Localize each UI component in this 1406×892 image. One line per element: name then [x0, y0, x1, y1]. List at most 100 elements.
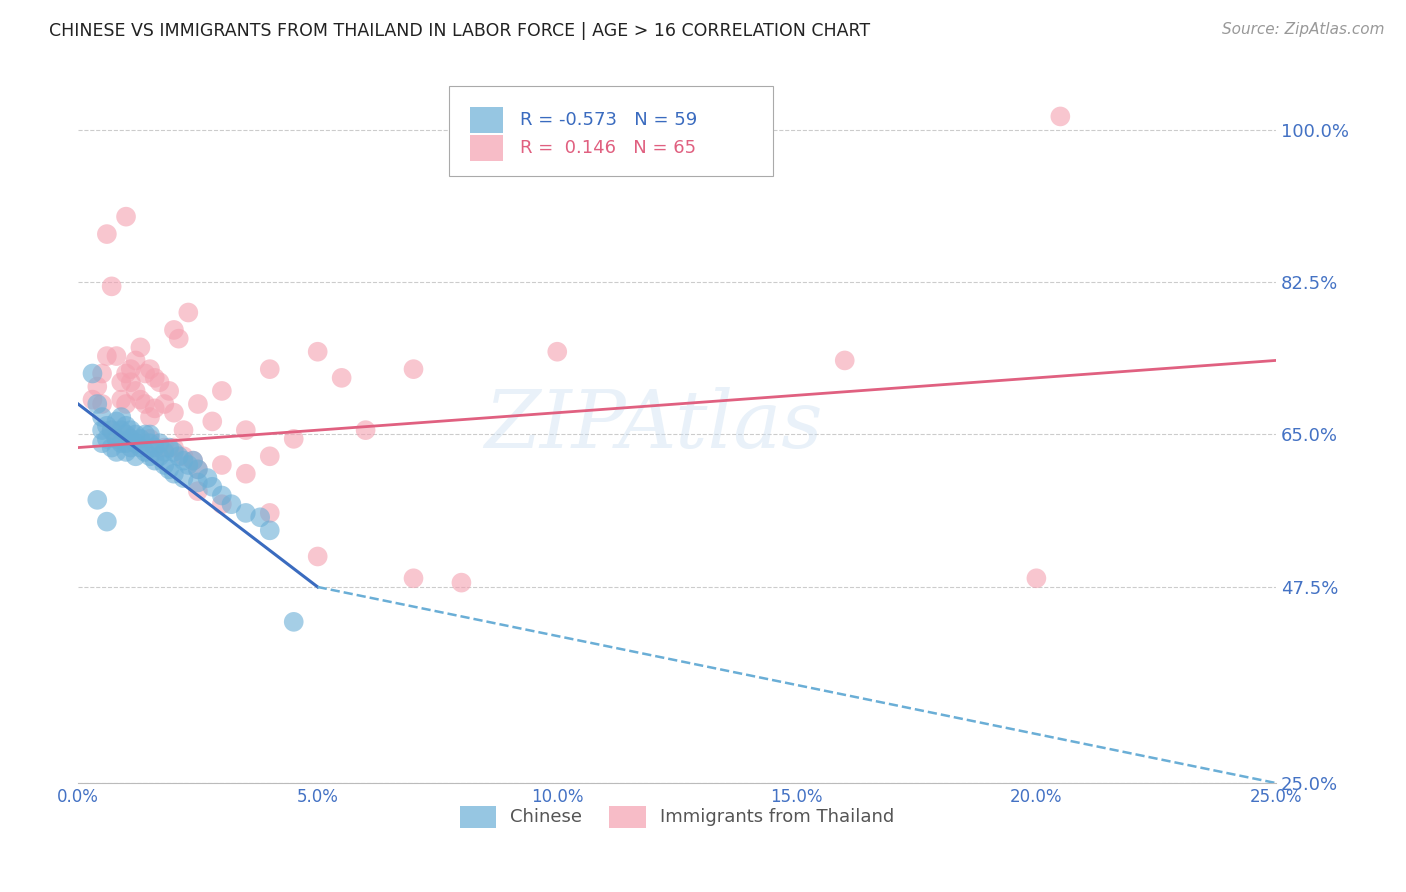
Point [115, 445, 138, 459]
Point [96, 349, 118, 363]
Point [143, 401, 166, 416]
Point [86, 397, 108, 411]
Point [134, 427, 156, 442]
Point [124, 427, 146, 442]
Point [157, 462, 180, 476]
Point [91, 410, 114, 425]
Point [115, 367, 138, 381]
Point [115, 418, 138, 433]
Point [181, 453, 204, 467]
Point [139, 450, 162, 464]
Point [163, 445, 186, 459]
Point [105, 432, 128, 446]
Point [139, 410, 162, 425]
Point [105, 432, 128, 446]
Point [105, 445, 128, 459]
Point [211, 458, 233, 472]
Point [177, 305, 200, 319]
Point [82, 367, 104, 381]
Point [139, 432, 162, 446]
Point [163, 467, 186, 481]
Point [201, 414, 224, 428]
Point [148, 436, 170, 450]
Point [129, 432, 152, 446]
Point [307, 344, 329, 359]
Point [96, 227, 118, 241]
Point [167, 332, 190, 346]
Point [450, 575, 472, 590]
Point [173, 450, 195, 464]
Point [163, 406, 186, 420]
Point [129, 392, 152, 407]
Point [124, 450, 146, 464]
Point [105, 349, 128, 363]
Point [167, 450, 190, 464]
Point [120, 362, 142, 376]
Point [259, 506, 281, 520]
Point [187, 462, 209, 476]
Point [129, 441, 152, 455]
Text: R =  0.146   N = 65: R = 0.146 N = 65 [520, 139, 696, 157]
Point [115, 427, 138, 442]
Point [100, 423, 122, 437]
Point [100, 279, 122, 293]
Point [148, 450, 170, 464]
Point [173, 471, 195, 485]
Point [402, 362, 425, 376]
Point [139, 436, 162, 450]
Point [91, 423, 114, 437]
Point [163, 441, 186, 455]
Point [134, 367, 156, 381]
Point [110, 392, 132, 407]
Text: R = -0.573   N = 59: R = -0.573 N = 59 [520, 111, 697, 128]
FancyBboxPatch shape [470, 136, 503, 161]
Point [124, 353, 146, 368]
Point [120, 441, 142, 455]
Point [100, 423, 122, 437]
FancyBboxPatch shape [450, 87, 773, 176]
Point [129, 340, 152, 354]
Point [96, 432, 118, 446]
Point [211, 497, 233, 511]
Point [143, 441, 166, 455]
Point [134, 445, 156, 459]
Text: ZIPAtlas: ZIPAtlas [484, 387, 823, 465]
Point [197, 471, 219, 485]
FancyBboxPatch shape [470, 107, 503, 133]
Point [110, 410, 132, 425]
Text: CHINESE VS IMMIGRANTS FROM THAILAND IN LABOR FORCE | AGE > 16 CORRELATION CHART: CHINESE VS IMMIGRANTS FROM THAILAND IN L… [49, 22, 870, 40]
Point [153, 397, 176, 411]
Point [139, 362, 162, 376]
Point [330, 371, 353, 385]
Point [153, 458, 176, 472]
Point [110, 423, 132, 437]
Point [235, 506, 257, 520]
Point [307, 549, 329, 564]
Point [402, 571, 425, 585]
Point [354, 423, 377, 437]
Point [115, 210, 138, 224]
Point [96, 418, 118, 433]
Point [1025, 571, 1047, 585]
Point [153, 445, 176, 459]
Point [115, 436, 138, 450]
Point [283, 432, 305, 446]
Point [173, 423, 195, 437]
Point [91, 436, 114, 450]
Point [143, 371, 166, 385]
Point [259, 450, 281, 464]
Point [221, 497, 243, 511]
Legend: Chinese, Immigrants from Thailand: Chinese, Immigrants from Thailand [453, 798, 901, 835]
Point [187, 475, 209, 490]
Point [120, 423, 142, 437]
Point [143, 453, 166, 467]
Text: Source: ZipAtlas.com: Source: ZipAtlas.com [1222, 22, 1385, 37]
Point [134, 397, 156, 411]
Point [259, 524, 281, 538]
Point [86, 379, 108, 393]
Point [120, 375, 142, 389]
Point [259, 362, 281, 376]
Point [834, 353, 856, 368]
Point [235, 423, 257, 437]
Point [181, 453, 204, 467]
